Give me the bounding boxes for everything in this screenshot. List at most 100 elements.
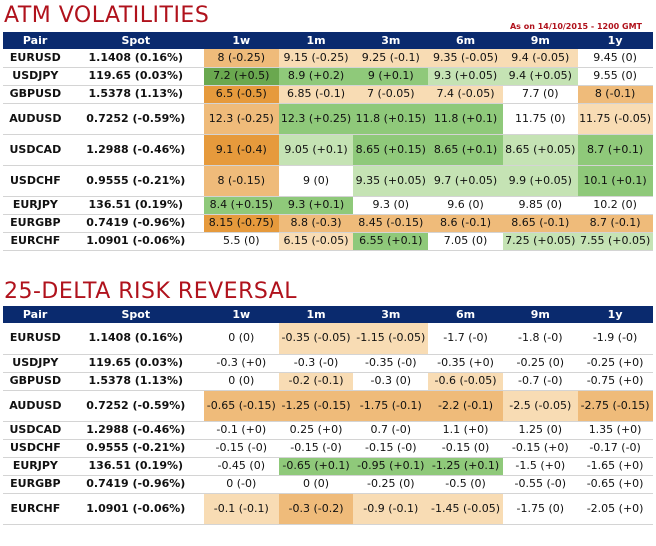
table-row-eurchf: EURCHF 1.0901 (-0.06%) 5.5 (0) 6.15 (-0.05)… [3,232,653,251]
pair-cell: EURCHF [3,232,68,251]
value-cell-6m: 8.65 (+0.1) [428,134,503,166]
spot-cell: 1.0901 (-0.06%) [67,232,204,251]
value-cell-3m: -0.15 (-0) [353,439,429,458]
value-cell-1m: -0.3 (-0) [278,354,354,373]
value-cell-6m: -1.45 (-0.05) [428,493,503,525]
table-row-eurusd: EURUSD 1.1408 (0.16%) 0 (0) -0.35 (-0.05) -1… [3,323,653,355]
value-cell-6m: -2.2 (-0.1) [428,390,503,422]
value-cell-1y: -2.75 (-0.15) [577,390,653,422]
value-cell-1m: -0.65 (+0.1) [278,457,354,476]
header-pair: Pair [3,32,69,49]
value-cell-1y: 11.75 (-0.05) [577,103,653,135]
value-cell-6m: 7.05 (0) [428,232,503,251]
table-row-gbpusd: GBPUSD 1.5378 (1.13%) 6.5 (-0.5) 6.85 (-0.1… [3,85,653,104]
table-row-eurjpy: EURJPY 136.51 (0.19%) -0.45 (0) -0.65 (+0.1… [3,457,653,476]
value-cell-3m: -1.15 (-0.05) [353,323,429,355]
pair-cell: EURJPY [3,457,68,476]
spot-cell: 0.9555 (-0.21%) [67,165,204,197]
pair-cell: USDCAD [3,421,68,440]
value-cell-1w: 6.5 (-0.5) [203,85,279,104]
pair-cell: GBPUSD [3,85,68,104]
value-cell-1w: 8.4 (+0.15) [203,196,279,215]
value-cell-9m: 8.65 (+0.05) [502,134,578,166]
spot-cell: 136.51 (0.19%) [67,457,204,476]
table-row-usdcad: USDCAD 1.2988 (-0.46%) 9.1 (-0.4) 9.05 (+0.… [3,134,653,166]
header-3m: 3m [353,306,429,323]
value-cell-1w: -0.1 (-0.1) [203,493,279,525]
value-cell-3m: 9.3 (0) [353,196,429,215]
value-cell-6m: 9.7 (+0.05) [428,165,503,197]
value-cell-9m: 9.4 (-0.05) [502,49,578,68]
value-cell-1m: 6.85 (-0.1) [278,85,354,104]
value-cell-1m: 9 (0) [278,165,354,197]
value-cell-3m: 6.55 (+0.1) [353,232,429,251]
value-cell-1y: 7.55 (+0.05) [577,232,653,251]
value-cell-1w: 9.1 (-0.4) [203,134,279,166]
value-cell-1y: 8.7 (-0.1) [577,214,653,233]
value-cell-6m: 7.4 (-0.05) [428,85,503,104]
value-cell-9m: -0.7 (-0) [502,372,578,391]
risk-reversal-title: 25-DELTA RISK REVERSAL [4,279,298,304]
value-cell-1m: -0.2 (-0.1) [278,372,354,391]
value-cell-9m: -0.55 (-0) [502,475,578,494]
value-cell-6m: 1.1 (+0) [428,421,503,440]
value-cell-1w: -0.15 (-0) [203,439,279,458]
table-row-eurgbp: EURGBP 0.7419 (-0.96%) 8.15 (-0.75) 8.8 (-0… [3,214,653,233]
value-cell-1w: 12.3 (-0.25) [203,103,279,135]
value-cell-1m: -0.15 (-0) [278,439,354,458]
value-cell-9m: -0.15 (+0) [502,439,578,458]
spot-cell: 1.2988 (-0.46%) [67,134,204,166]
header-pair: Pair [3,306,69,323]
value-cell-6m: 9.3 (+0.05) [428,67,503,86]
pair-cell: USDCHF [3,439,68,458]
value-cell-6m: -0.35 (+0) [428,354,503,373]
value-cell-1w: 0 (0) [203,372,279,391]
value-cell-1m: 9.15 (-0.25) [278,49,354,68]
value-cell-1w: -0.65 (-0.15) [203,390,279,422]
value-cell-1m: 9.3 (+0.1) [278,196,354,215]
value-cell-3m: -0.25 (0) [353,475,429,494]
pair-cell: USDCAD [3,134,68,166]
value-cell-1w: -0.1 (+0) [203,421,279,440]
value-cell-9m: -0.25 (0) [502,354,578,373]
value-cell-3m: 8.65 (+0.15) [353,134,429,166]
value-cell-3m: -0.95 (+0.1) [353,457,429,476]
value-cell-3m: -0.35 (-0) [353,354,429,373]
spot-cell: 136.51 (0.19%) [67,196,204,215]
header-1y: 1y [577,306,653,323]
value-cell-1y: 10.1 (+0.1) [577,165,653,197]
value-cell-3m: 9.25 (-0.1) [353,49,429,68]
value-cell-1w: 7.2 (+0.5) [203,67,279,86]
table-row-eurchf: EURCHF 1.0901 (-0.06%) -0.1 (-0.1) -0.3 (-0… [3,493,653,525]
value-cell-1w: 0 (0) [203,323,279,355]
pair-cell: EURJPY [3,196,68,215]
value-cell-3m: -0.3 (0) [353,372,429,391]
table-row-eurusd: EURUSD 1.1408 (0.16%) 8 (-0.25) 9.15 (-0.25… [3,49,653,68]
value-cell-6m: 9.6 (0) [428,196,503,215]
pair-cell: AUDUSD [3,390,68,422]
value-cell-9m: 9.9 (+0.05) [502,165,578,197]
spot-cell: 0.7419 (-0.96%) [67,214,204,233]
value-cell-1y: 9.45 (0) [577,49,653,68]
pair-cell: EURGBP [3,475,68,494]
value-cell-1y: -0.75 (+0) [577,372,653,391]
risk-reversal-table: Pair Spot 1w 1m 3m 6m 9m 1y EURUSD 1.1408… [3,306,653,525]
value-cell-9m: 7.7 (0) [502,85,578,104]
spot-cell: 1.5378 (1.13%) [67,372,204,391]
value-cell-1y: -1.65 (+0) [577,457,653,476]
header-spot: Spot [67,306,205,323]
value-cell-3m: 7 (-0.05) [353,85,429,104]
atm-volatilities-table: Pair Spot 1w 1m 3m 6m 9m 1y EURUSD 1.1408… [3,32,653,251]
value-cell-9m: 9.85 (0) [502,196,578,215]
spot-cell: 1.5378 (1.13%) [67,85,204,104]
table-row-eurjpy: EURJPY 136.51 (0.19%) 8.4 (+0.15) 9.3 (+0.1… [3,196,653,215]
value-cell-3m: 11.8 (+0.15) [353,103,429,135]
header-3m: 3m [353,32,429,49]
pair-cell: USDJPY [3,67,68,86]
table-row-usdchf: USDCHF 0.9555 (-0.21%) 8 (-0.15) 9 (0) 9.35 … [3,165,653,197]
table-row-usdjpy: USDJPY 119.65 (0.03%) -0.3 (+0) -0.3 (-0) -0… [3,354,653,373]
header-6m: 6m [428,32,504,49]
header-1m: 1m [278,32,354,49]
value-cell-1y: 1.35 (+0) [577,421,653,440]
value-cell-3m: -0.9 (-0.1) [353,493,429,525]
